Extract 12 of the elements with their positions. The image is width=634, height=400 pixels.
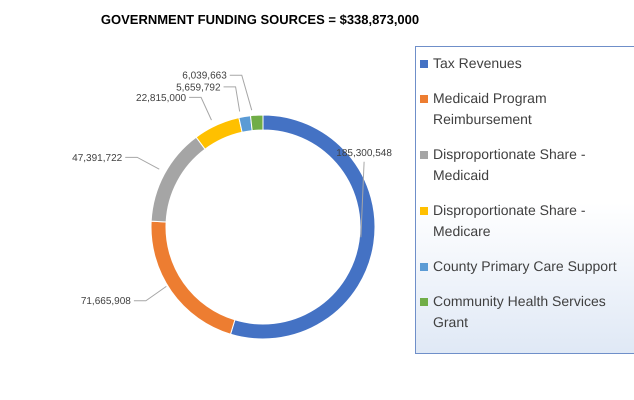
- data-label: 6,039,663: [182, 70, 228, 82]
- legend-label: Community Health Services Grant: [433, 292, 607, 332]
- legend-label: County Primary Care Support: [433, 257, 617, 276]
- legend-label: Disproportionate Share - Medicaid: [433, 145, 587, 185]
- data-label: 5,659,792: [176, 82, 221, 94]
- data-label: 71,665,908: [80, 296, 132, 308]
- chart-title: GOVERNMENT FUNDING SOURCES = $338,873,000: [100, 12, 420, 27]
- legend-label: Tax Revenues: [433, 54, 522, 73]
- data-label: 47,391,722: [72, 152, 123, 164]
- legend-label: Medicaid Program Reimbursement: [433, 89, 548, 129]
- data-label: 22,815,000: [136, 92, 187, 104]
- legend-label: Disproportionate Share - Medicare: [433, 201, 587, 241]
